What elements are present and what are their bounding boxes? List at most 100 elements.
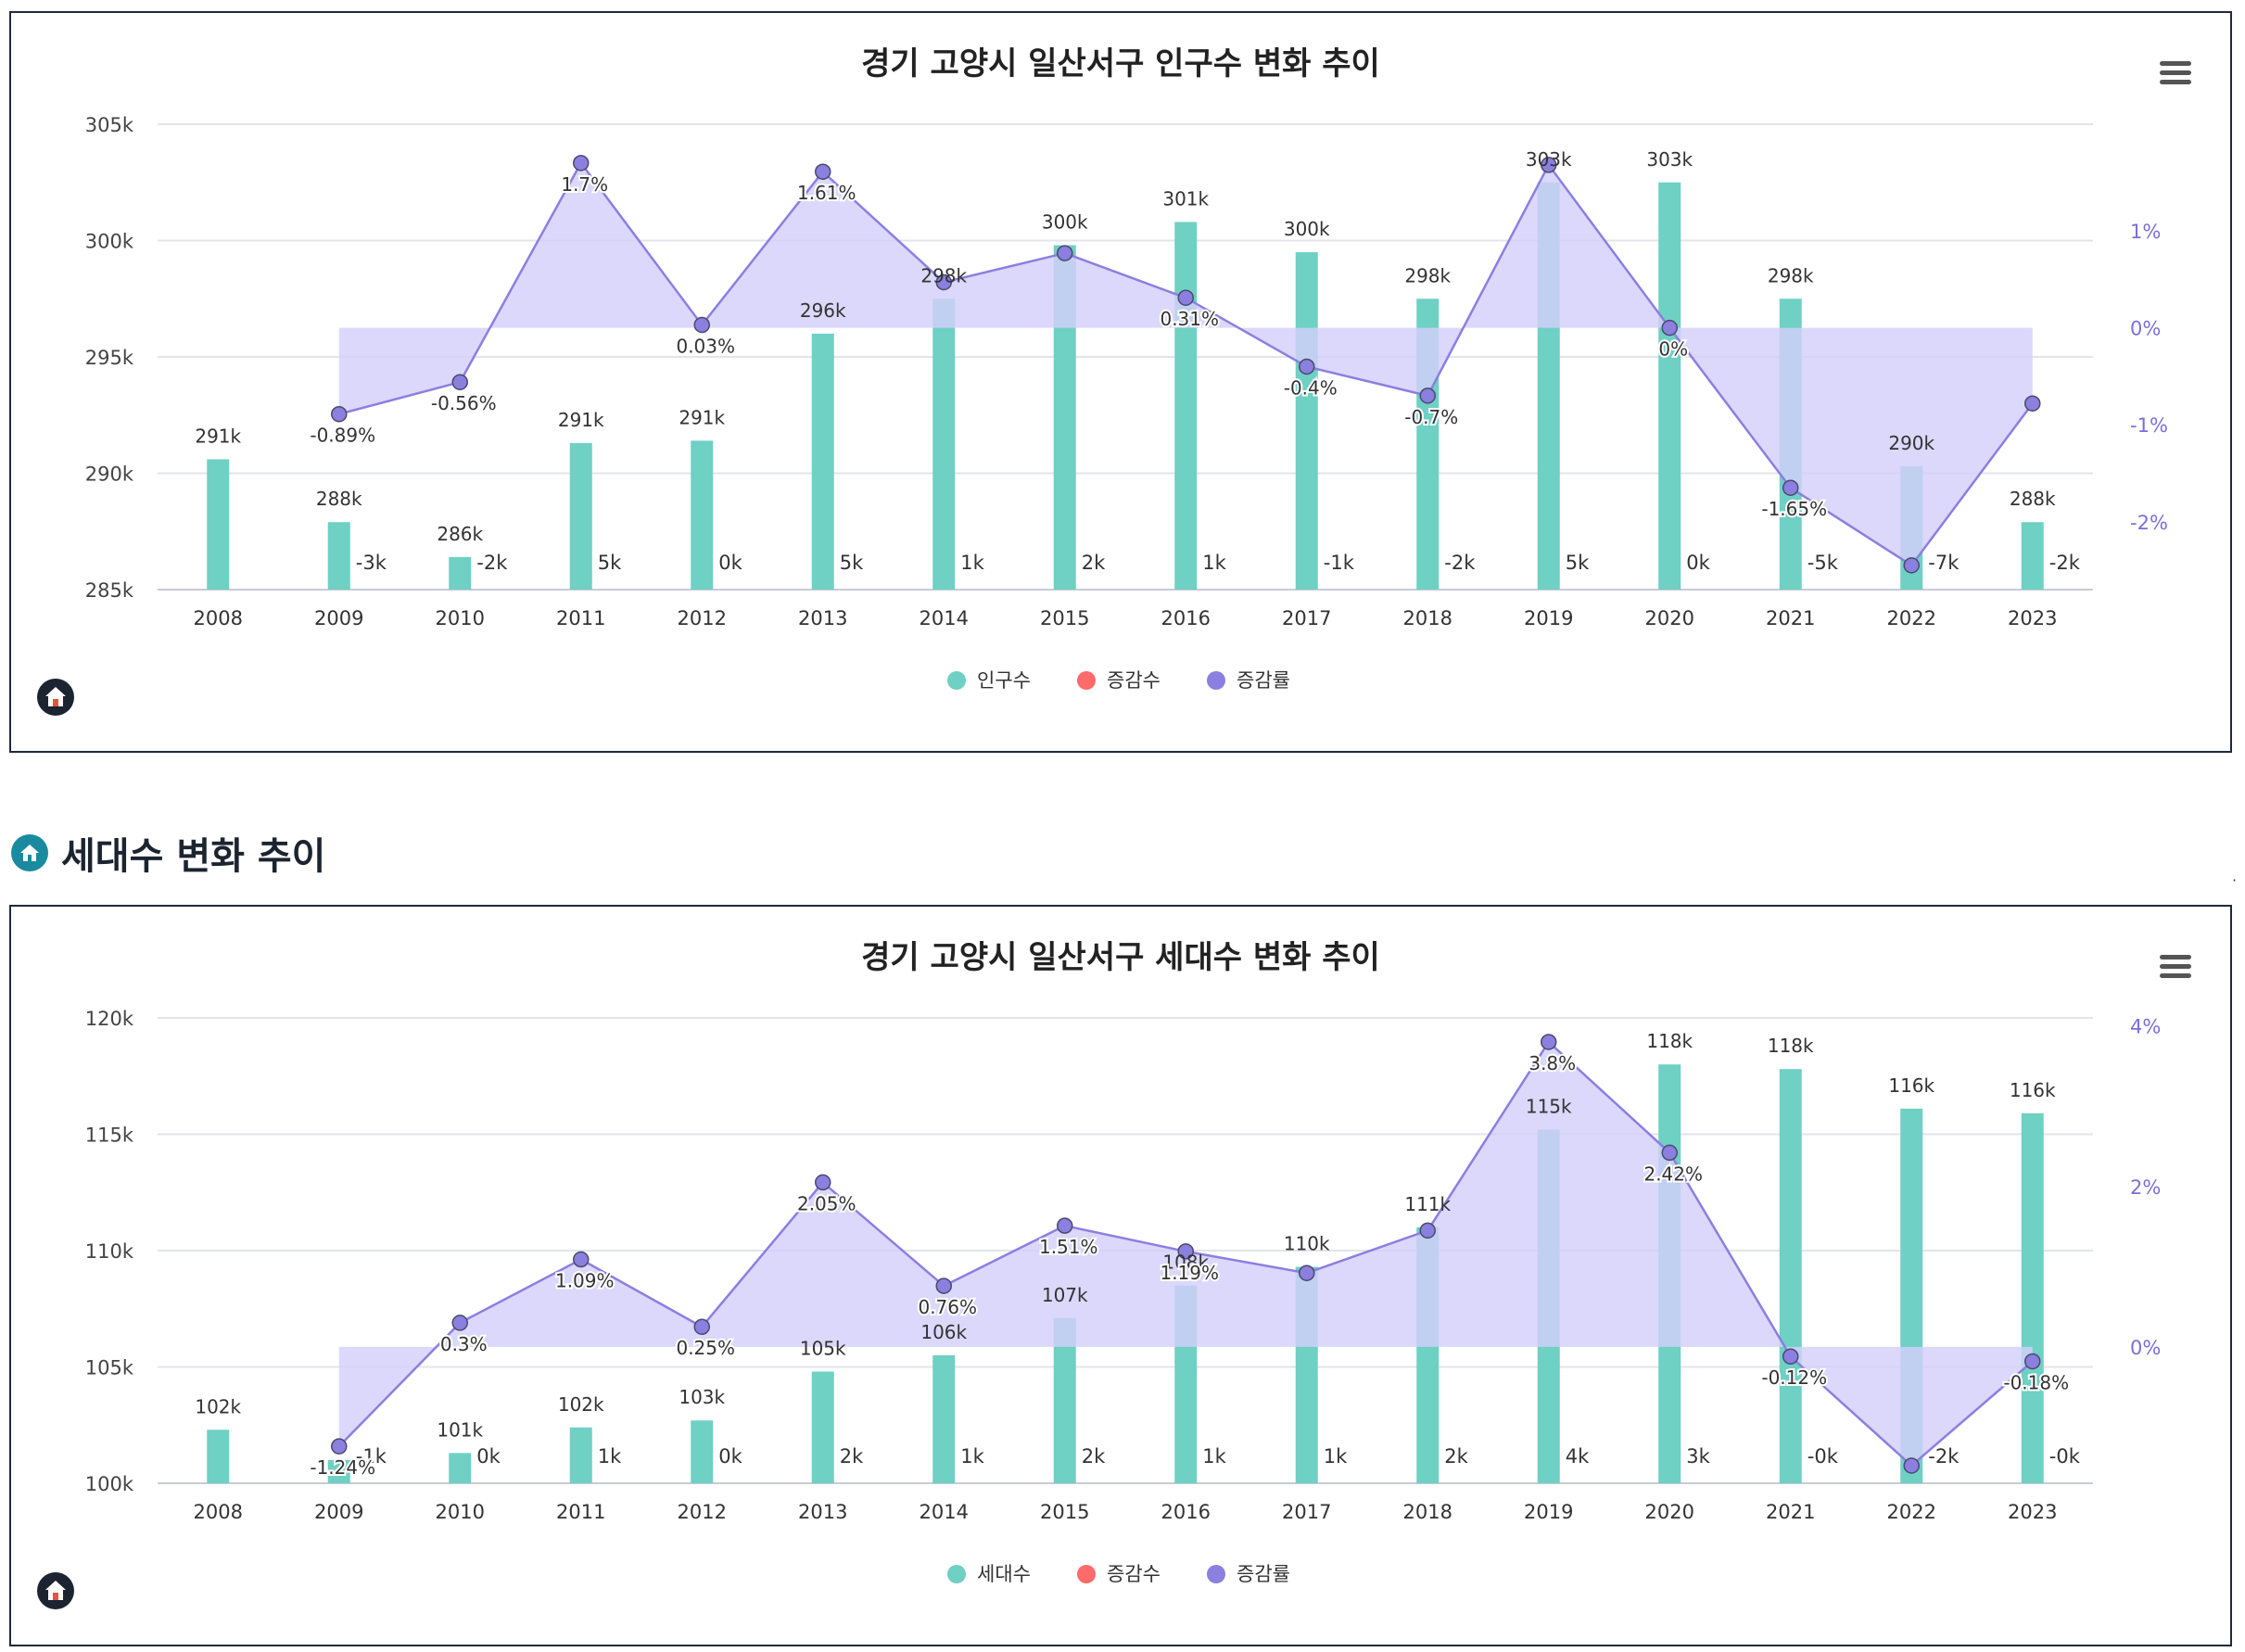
rate-label: 1.09% xyxy=(555,1270,615,1292)
change-label: 1k xyxy=(1324,1445,1348,1468)
x-tick-label: 2019 xyxy=(1524,607,1573,629)
bar xyxy=(327,522,350,590)
rate-label: 0.31% xyxy=(1160,308,1219,330)
chart1-menu-icon[interactable] xyxy=(2160,61,2191,84)
rate-label: -0.12% xyxy=(1761,1366,1827,1389)
legend-marker xyxy=(1077,671,1096,690)
menu-bar xyxy=(2160,964,2191,969)
change-label: -2k xyxy=(1928,1445,1960,1468)
legend-item[interactable]: 세대수 xyxy=(947,1563,1031,1585)
menu-bar xyxy=(2160,955,2191,959)
legend-marker xyxy=(1077,1565,1096,1583)
bar xyxy=(811,333,834,590)
bar-value-label: 116k xyxy=(2010,1079,2056,1101)
rate-label: 1.19% xyxy=(1160,1262,1219,1284)
rate-label: -1.65% xyxy=(1761,498,1827,520)
bar-value-label: 290k xyxy=(1888,432,1934,454)
household-chart: 경기 고양시 일산서구 세대수 변화 추이 100k 105k 110k 115k 120… xyxy=(37,939,2191,1609)
change-label: 2k xyxy=(1444,1445,1468,1468)
bar xyxy=(932,1354,956,1483)
y2-tick-label: 0% xyxy=(2130,1337,2161,1359)
bar-value-label: 303k xyxy=(1646,148,1693,171)
bar-value-label: 116k xyxy=(1888,1074,1934,1097)
logo-house xyxy=(45,687,66,706)
x-tick-label: 2016 xyxy=(1161,1501,1211,1523)
legend-marker xyxy=(1207,1565,1225,1583)
rate-point xyxy=(1419,388,1436,404)
legend-label: 증감률 xyxy=(1237,669,1290,692)
rate-label: 1.51% xyxy=(1039,1236,1098,1258)
rate-label: 1.61% xyxy=(797,182,856,204)
change-label: 2k xyxy=(1082,1445,1106,1468)
legend-marker xyxy=(947,1565,966,1583)
bar-value-label: 301k xyxy=(1162,187,1209,210)
change-label: 1k xyxy=(960,552,984,574)
x-tick-label: 2012 xyxy=(678,1501,727,1523)
x-tick-label: 2019 xyxy=(1524,1501,1573,1523)
rate-point xyxy=(935,1277,952,1294)
x-tick-label: 2021 xyxy=(1766,1501,1815,1523)
rate-point xyxy=(693,316,710,334)
rate-point xyxy=(1661,1144,1678,1162)
rate-point xyxy=(1903,557,1920,574)
x-tick-label: 2022 xyxy=(1887,1501,1936,1523)
rate-point xyxy=(1299,1264,1315,1281)
bar xyxy=(2021,522,2044,590)
bar-value-label: 105k xyxy=(800,1338,846,1360)
change-label: 5k xyxy=(598,552,622,574)
chart-title: 경기 고양시 일산서구 인구수 변화 추이 xyxy=(861,45,1380,83)
rate-point xyxy=(573,1251,590,1268)
change-label: 5k xyxy=(840,552,864,574)
bar-value-label: 300k xyxy=(1284,218,1330,240)
y-tick-label: 115k xyxy=(85,1125,134,1147)
menu-bar xyxy=(2160,80,2191,84)
stray-mark: · xyxy=(2232,871,2238,889)
bar xyxy=(449,1453,472,1483)
change-label: -3k xyxy=(356,552,387,574)
y-tick-label: 305k xyxy=(85,114,134,136)
legend-marker xyxy=(947,671,966,690)
x-tick-label: 2018 xyxy=(1403,1501,1452,1523)
bar-value-label: 106k xyxy=(920,1321,967,1343)
legend-item[interactable]: 증감률 xyxy=(1207,1563,1290,1585)
menu-bar xyxy=(2160,70,2191,75)
bar-value-label: 303k xyxy=(1526,148,1572,171)
bar xyxy=(2021,1112,2044,1483)
y-tick-label: 290k xyxy=(85,464,134,486)
logo-door xyxy=(53,699,58,706)
chart2-menu-icon[interactable] xyxy=(2160,955,2191,978)
bar-value-label: 291k xyxy=(558,409,604,431)
legend-item[interactable]: 인구수 xyxy=(947,669,1031,692)
y2-tick-label: -1% xyxy=(2130,414,2168,437)
rate-label: -0.7% xyxy=(1404,406,1458,428)
change-label: 1k xyxy=(1202,1445,1226,1468)
chart2-logo-icon xyxy=(37,1572,74,1609)
rate-point xyxy=(2024,1353,2041,1370)
change-label: -1k xyxy=(356,1445,387,1468)
bar xyxy=(691,440,714,590)
legend-item[interactable]: 증감률 xyxy=(1207,669,1290,692)
rate-label: 0.76% xyxy=(918,1296,977,1318)
x-tick-label: 2020 xyxy=(1645,1501,1694,1523)
change-label: 1k xyxy=(598,1445,622,1468)
legend-item[interactable]: 증감수 xyxy=(1077,1563,1161,1585)
bar-value-label: 118k xyxy=(1646,1030,1693,1052)
rate-point xyxy=(1541,1034,1557,1050)
bar xyxy=(811,1371,834,1483)
y-tick-label: 300k xyxy=(85,231,134,253)
change-label: 1k xyxy=(1202,552,1226,574)
rate-label: 2.42% xyxy=(1643,1163,1703,1185)
section-title: 세대수 변화 추이 xyxy=(61,835,326,878)
x-tick-label: 2017 xyxy=(1282,607,1331,629)
change-label: 3k xyxy=(1686,1445,1710,1468)
legend-item[interactable]: 증감수 xyxy=(1077,669,1161,692)
y-tick-label: 285k xyxy=(85,579,134,602)
x-tick-label: 2014 xyxy=(920,607,969,629)
y-tick-label: 120k xyxy=(85,1008,134,1030)
bar xyxy=(1295,252,1318,590)
rate-point xyxy=(1177,1243,1194,1260)
bar-value-label: 118k xyxy=(1768,1035,1814,1057)
chart1-logo-icon xyxy=(37,679,74,716)
change-label: 0k xyxy=(718,1445,742,1468)
rate-point xyxy=(1057,1217,1073,1234)
